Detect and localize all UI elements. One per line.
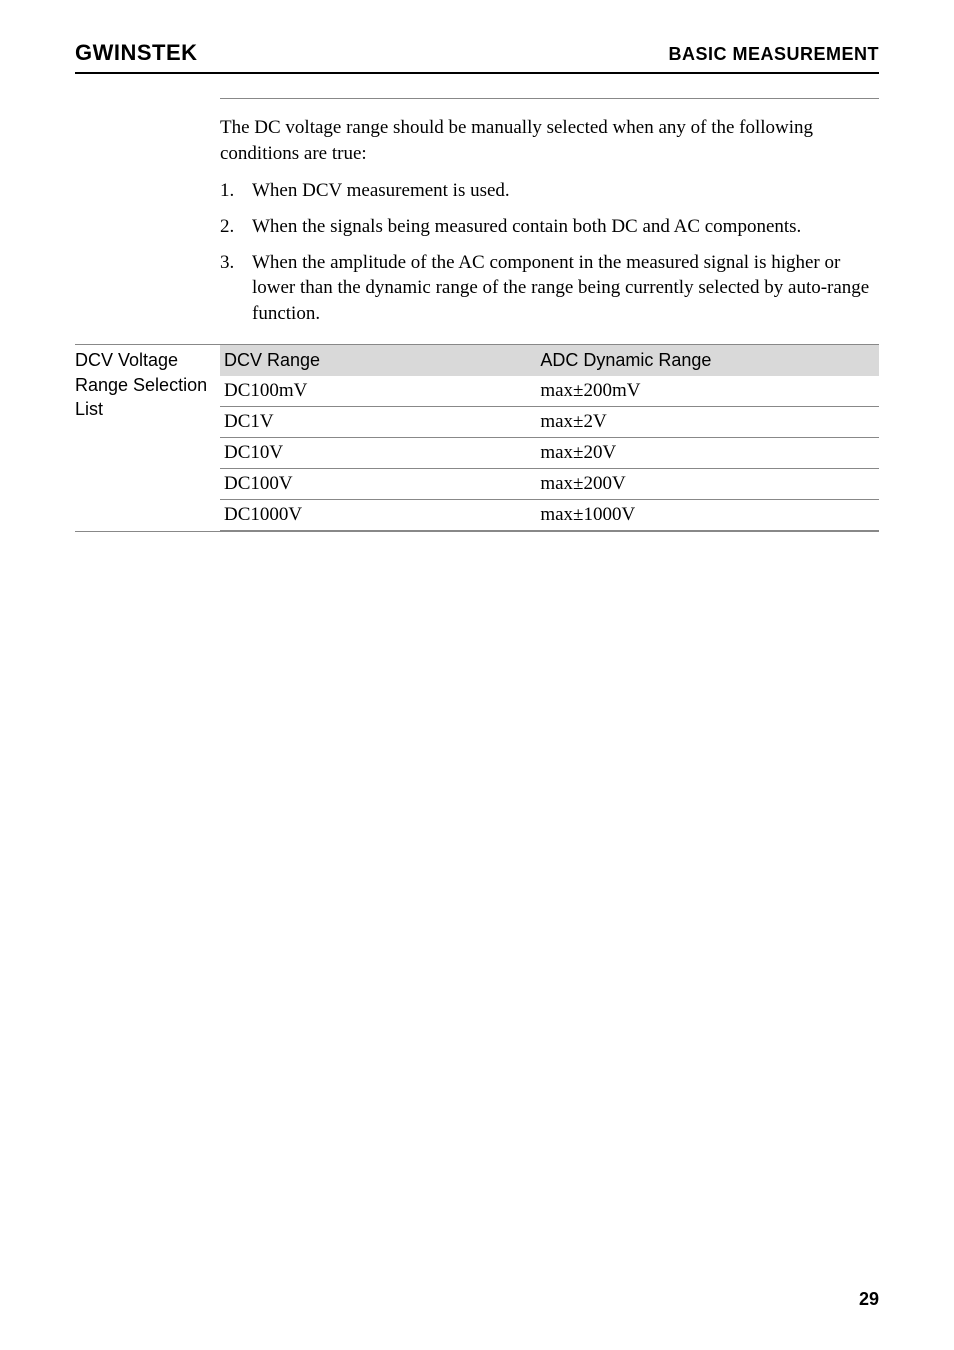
table-cell: max±200mV (536, 376, 879, 407)
table-section: DCV Voltage Range Selection List DCV Ran… (75, 344, 879, 531)
table-header-row: DCV Range ADC Dynamic Range (220, 345, 879, 376)
list-item: 3. When the amplitude of the AC componen… (220, 250, 879, 327)
table-header: DCV Range (220, 345, 536, 376)
list-number: 2. (220, 214, 252, 240)
section-title: BASIC MEASUREMENT (668, 44, 879, 65)
page-number: 29 (859, 1289, 879, 1310)
list-number: 3. (220, 250, 252, 327)
table-cell: DC1000V (220, 500, 536, 531)
intro-text: The DC voltage range should be manually … (220, 115, 879, 166)
conditions-list: 1. When DCV measurement is used. 2. When… (220, 178, 879, 326)
divider (220, 98, 879, 99)
list-number: 1. (220, 178, 252, 204)
table-row: DC10V max±20V (220, 438, 879, 469)
table-row: DC1000V max±1000V (220, 500, 879, 531)
table-header: ADC Dynamic Range (536, 345, 879, 376)
intro-block: The DC voltage range should be manually … (75, 115, 879, 336)
divider (75, 531, 879, 532)
table-cell: max±20V (536, 438, 879, 469)
table-cell: max±1000V (536, 500, 879, 531)
table-row: DC100mV max±200mV (220, 376, 879, 407)
table-row: DC1V max±2V (220, 407, 879, 438)
brand-logo: GWINSTEK (75, 40, 198, 66)
table-label: DCV Voltage Range Selection List (75, 345, 220, 421)
table-cell: DC1V (220, 407, 536, 438)
table-cell: DC100V (220, 469, 536, 500)
range-table: DCV Range ADC Dynamic Range DC100mV max±… (220, 345, 879, 531)
page-header: GWINSTEK BASIC MEASUREMENT (75, 40, 879, 74)
list-text: When the amplitude of the AC component i… (252, 250, 879, 327)
table-cell: max±200V (536, 469, 879, 500)
list-text: When DCV measurement is used. (252, 178, 879, 204)
table-cell: max±2V (536, 407, 879, 438)
list-item: 2. When the signals being measured conta… (220, 214, 879, 240)
table-row: DC100V max±200V (220, 469, 879, 500)
list-text: When the signals being measured contain … (252, 214, 879, 240)
table-cell: DC10V (220, 438, 536, 469)
list-item: 1. When DCV measurement is used. (220, 178, 879, 204)
table-cell: DC100mV (220, 376, 536, 407)
